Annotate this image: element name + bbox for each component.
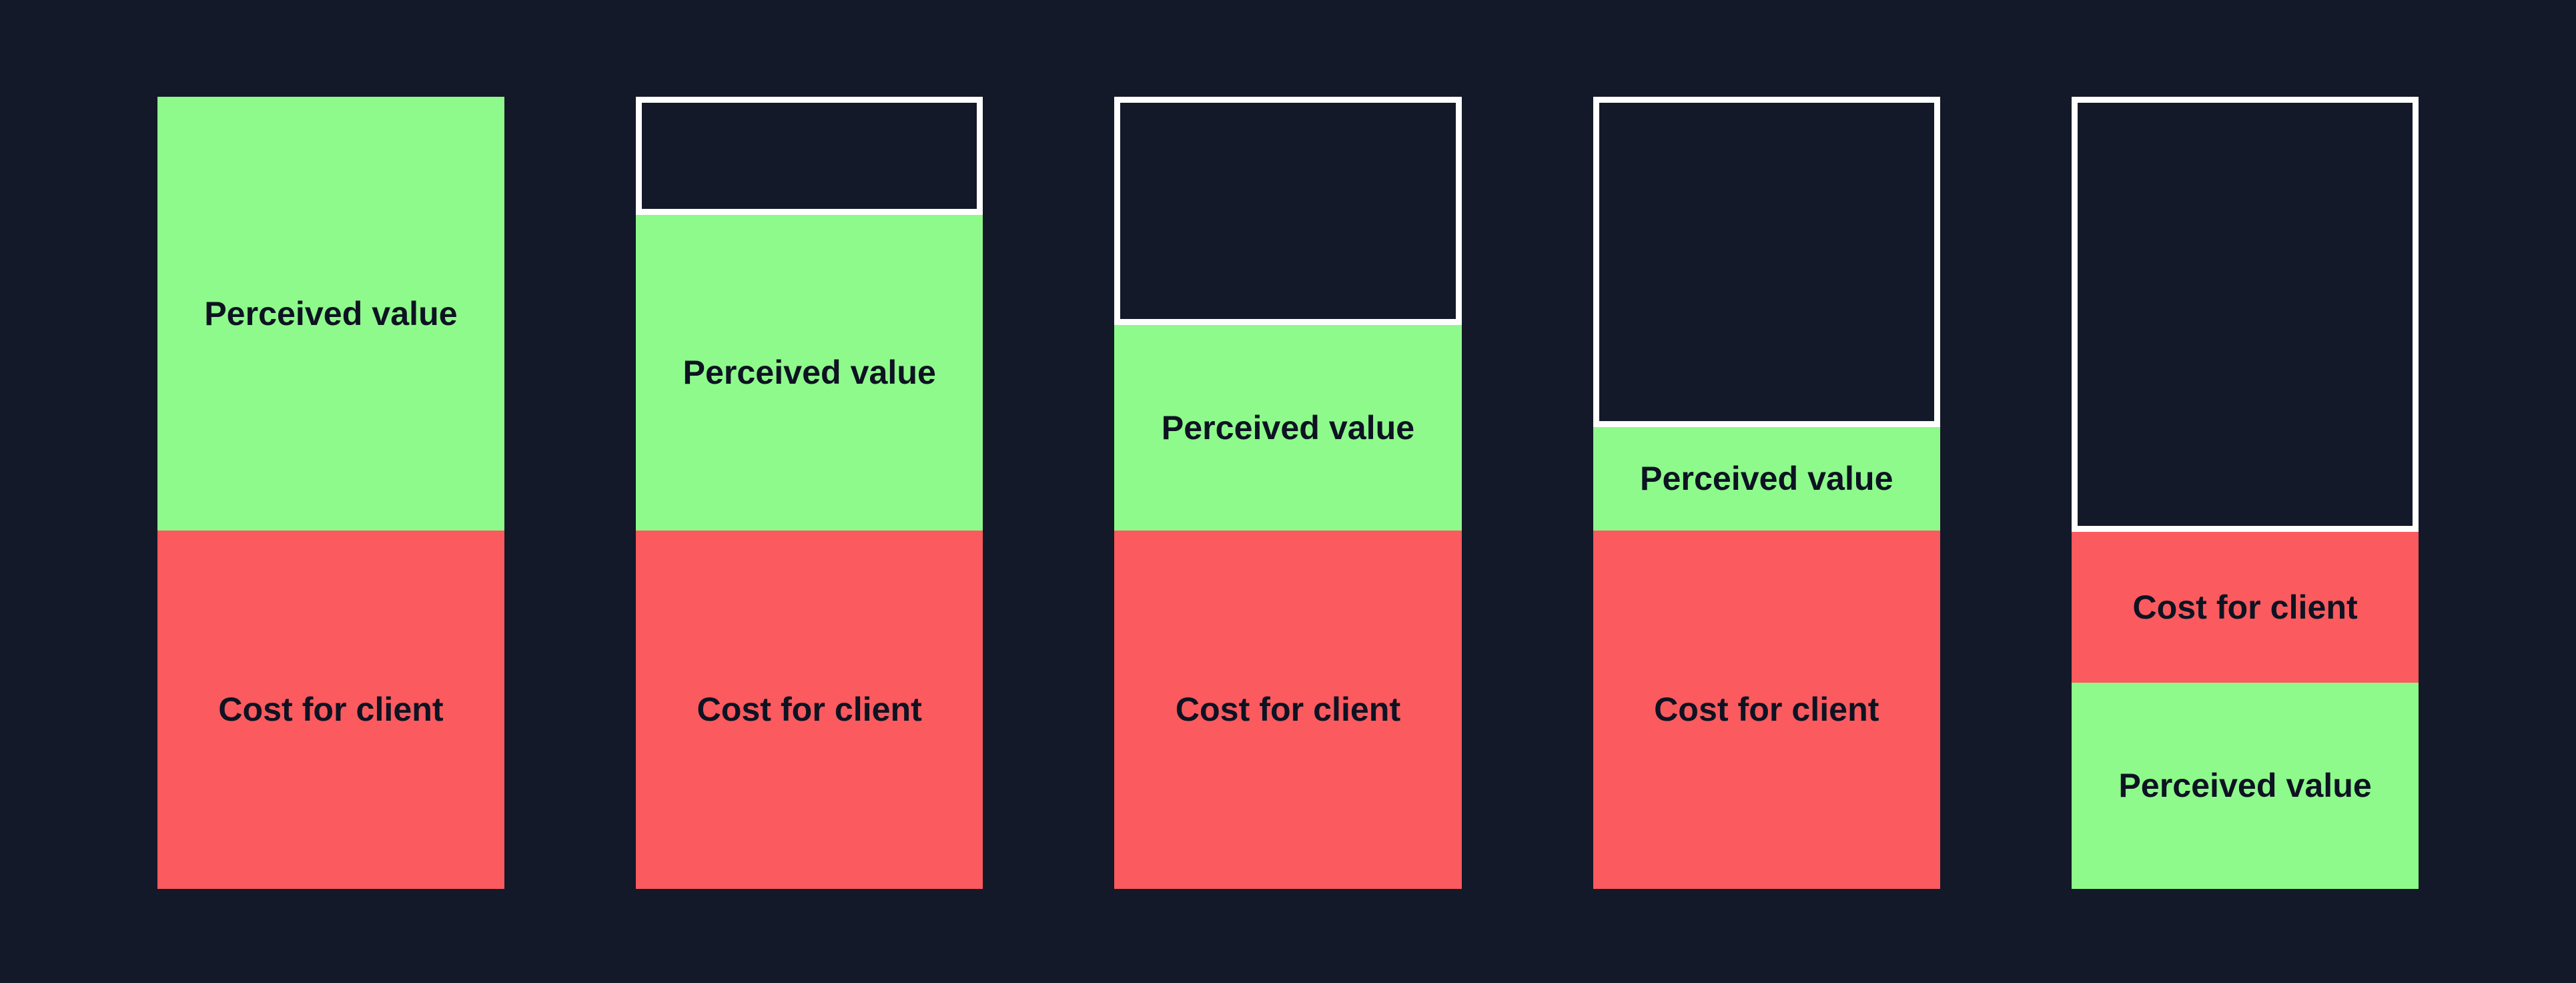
segment-label: Cost for client (697, 691, 922, 729)
perceived-value-segment: Perceived value (1593, 426, 1940, 531)
bar-column-stage-2: Perceived value Cost for client (636, 96, 983, 890)
bar-column-stage-5: Cost for client Perceived value (2072, 96, 2419, 890)
bar-column-stage-1: Perceived value Cost for client (157, 96, 504, 890)
perceived-value-segment: Perceived value (636, 214, 983, 531)
segment-label: Perceived value (1640, 460, 1893, 498)
segment-label: Perceived value (1161, 408, 1415, 446)
cost-for-client-segment: Cost for client (636, 530, 983, 890)
perceived-value-segment: Perceived value (1114, 324, 1462, 531)
cost-for-client-segment: Cost for client (1593, 530, 1940, 890)
empty-outline-box (1593, 96, 1940, 427)
bars-row: Perceived value Cost for client Perceived … (157, 96, 2419, 890)
segment-label: Cost for client (2132, 588, 2358, 626)
bar-column-stage-4: Perceived value Cost for client (1593, 96, 1940, 890)
empty-outline-box (636, 96, 983, 215)
cost-for-client-segment: Cost for client (2072, 532, 2419, 683)
perceived-value-segment: Perceived value (157, 96, 504, 531)
perceived-value-segment: Perceived value (2072, 683, 2419, 890)
segment-label: Perceived value (683, 354, 936, 392)
segment-label: Perceived value (204, 294, 458, 332)
empty-outline-box (1114, 96, 1462, 325)
cost-for-client-segment: Cost for client (157, 530, 504, 890)
cost-for-client-segment: Cost for client (1114, 530, 1462, 890)
segment-label: Perceived value (2118, 767, 2372, 805)
segment-label: Cost for client (218, 691, 444, 729)
bar-column-stage-3: Perceived value Cost for client (1114, 96, 1462, 890)
empty-outline-box (2072, 96, 2419, 533)
segment-label: Cost for client (1654, 691, 1879, 729)
segment-label: Cost for client (1175, 691, 1401, 729)
